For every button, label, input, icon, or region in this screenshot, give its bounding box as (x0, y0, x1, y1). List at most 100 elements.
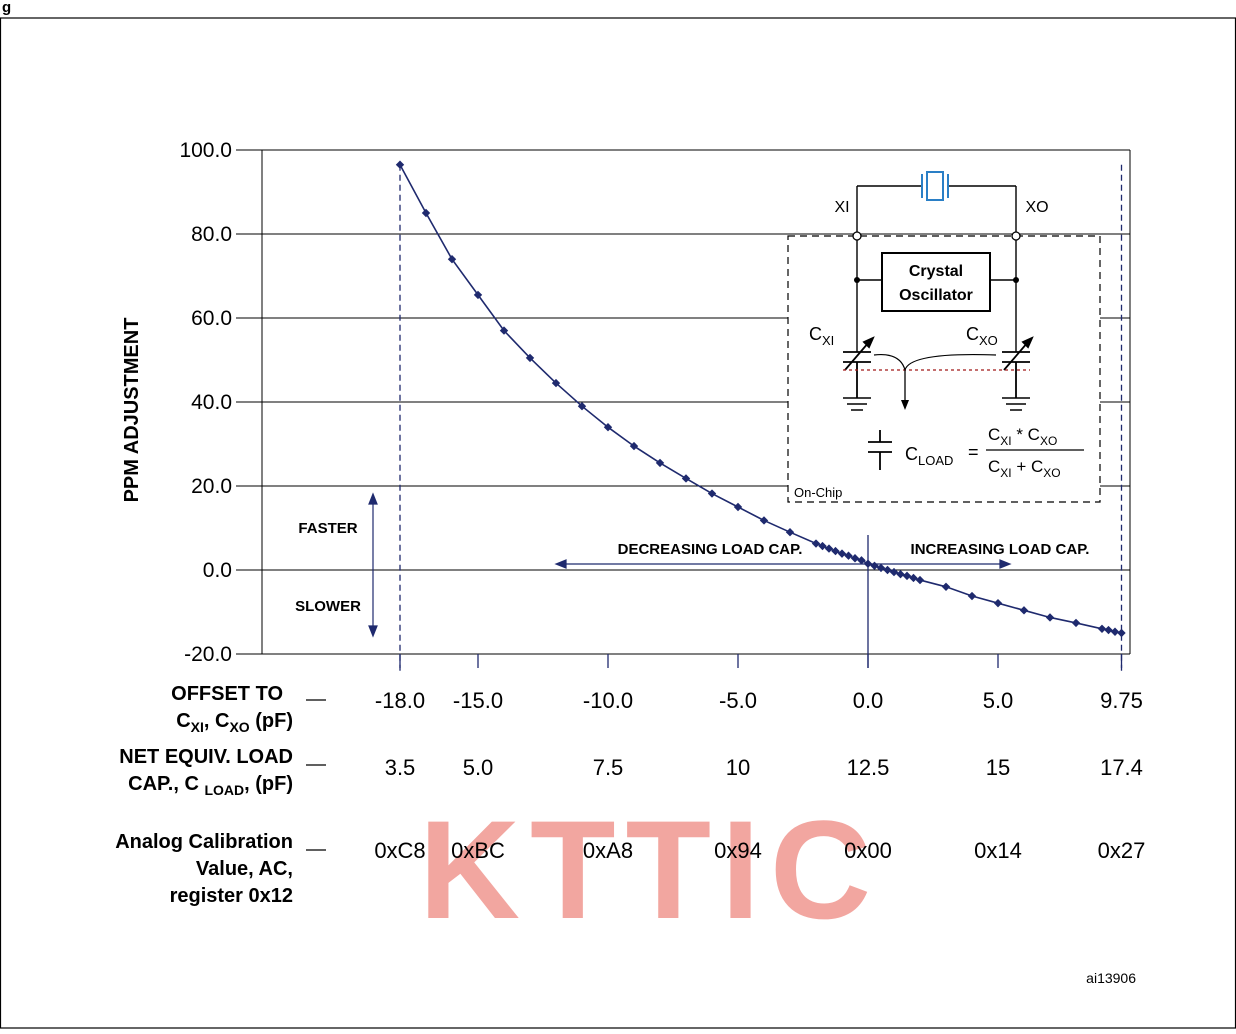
y-tick-label: 0.0 (203, 559, 232, 582)
data-point (603, 423, 613, 432)
data-point (915, 575, 925, 585)
table-value: 0x00 (844, 838, 892, 863)
data-point (577, 402, 587, 411)
data-point (551, 378, 561, 388)
data-point (967, 591, 977, 601)
data-point (1097, 624, 1107, 633)
increasing-load-cap-label: INCREASING LOAD CAP. (911, 541, 1090, 558)
decreasing-load-cap-label: DECREASING LOAD CAP. (618, 541, 803, 558)
table-value: -18.0 (375, 688, 425, 713)
down-arrow-icon (901, 370, 909, 410)
crystal-circuit-inset: XI XO Crystal Oscillator (787, 171, 1101, 503)
table-value: 0xC8 (374, 838, 425, 863)
data-point (857, 556, 866, 565)
table-value: 0xA8 (583, 838, 633, 863)
data-point (1117, 628, 1126, 638)
ppm-curve (395, 160, 1126, 638)
data-point (1071, 618, 1081, 628)
y-tick-label: -20.0 (184, 643, 232, 666)
data-point (1110, 627, 1120, 636)
ground-icon-right (1002, 397, 1030, 411)
data-point (473, 290, 483, 300)
data-point (759, 516, 769, 525)
data-point (883, 565, 892, 575)
figure-title-fragment: g (2, 0, 11, 16)
xo-label: XO (1025, 199, 1048, 216)
data-point (811, 539, 821, 548)
table-value: 15 (986, 755, 1010, 780)
data-point (876, 563, 886, 573)
cxi-label: CXI (809, 324, 834, 348)
cload-label: CLOAD (905, 444, 953, 468)
svg-text:Value, AC,: Value, AC, (196, 858, 293, 880)
data-point (831, 546, 840, 556)
data-point (909, 573, 918, 583)
data-point (863, 559, 873, 568)
data-point (993, 598, 1003, 608)
data-point (824, 544, 834, 553)
data-point (818, 541, 827, 551)
net-load-cap-row-label: NET EQUIV. LOAD CAP., C LOAD, (pF) (119, 746, 293, 798)
crystal-icon (856, 171, 1017, 232)
data-point (785, 528, 795, 537)
slower-label: SLOWER (295, 598, 361, 615)
table-value: 0xBC (451, 838, 505, 863)
watermark: KTTIC (419, 791, 881, 948)
data-point (733, 502, 743, 512)
table-value: 10 (726, 755, 750, 780)
table-value: 5.0 (463, 755, 494, 780)
table-values: -18.0 -15.0 -10.0 -5.0 0.0 5.0 9.75 3.5 5.0 7.5 10… (374, 688, 1145, 863)
figure-id: ai13906 (1086, 970, 1136, 986)
xi-label: XI (834, 199, 849, 216)
crystal-oscillator-box (881, 252, 991, 312)
cxo-capacitor-icon (1002, 336, 1034, 398)
cxi-capacitor-icon (843, 336, 875, 398)
load-cap-arrow (554, 559, 1012, 569)
formula-denominator: CXI + CXO (988, 457, 1061, 480)
svg-text:NET EQUIV. LOAD: NET EQUIV. LOAD (119, 746, 293, 768)
data-point (447, 255, 457, 264)
table-value: 5.0 (983, 688, 1014, 713)
data-point (681, 474, 691, 483)
cxo-label: CXO (966, 324, 998, 348)
svg-text:CAP., C LOAD, (pF): CAP., C LOAD, (pF) (128, 773, 293, 798)
table-value: 0x14 (974, 838, 1022, 863)
table-value: -15.0 (453, 688, 503, 713)
data-point (655, 458, 665, 468)
y-tick-label: 80.0 (191, 223, 232, 246)
data-point (941, 582, 951, 591)
data-point (889, 567, 899, 577)
offset-row-label: OFFSET TO CXI, CXO (pF) (171, 683, 293, 735)
y-tick-label: 60.0 (191, 307, 232, 330)
ground-icon-left (843, 397, 871, 411)
merge-arrow (873, 353, 997, 373)
oscillator-label-line2: Oscillator (899, 287, 973, 304)
y-axis-title: PPM ADJUSTMENT (121, 318, 143, 503)
data-point (629, 441, 639, 451)
table-value: 7.5 (593, 755, 624, 780)
table-value: 0x94 (714, 838, 762, 863)
faster-slower-arrow (368, 492, 378, 638)
table-value: -5.0 (719, 688, 757, 713)
svg-text:CXI, CXO (pF): CXI, CXO (pF) (176, 710, 293, 735)
equals-sign: = (968, 442, 979, 462)
data-point (421, 208, 431, 218)
data-point (844, 551, 853, 560)
data-point (1045, 613, 1055, 622)
oscillator-label-line1: Crystal (909, 263, 963, 280)
table-value: 3.5 (385, 755, 416, 780)
table-value: -10.0 (583, 688, 633, 713)
table-value: 0.0 (853, 688, 884, 713)
svg-text:OFFSET TO: OFFSET TO (171, 683, 283, 705)
xo-pin (1011, 231, 1021, 241)
faster-label: FASTER (298, 520, 357, 537)
data-point (896, 570, 905, 579)
table-value: 0x27 (1098, 838, 1146, 863)
data-point (850, 554, 860, 563)
analog-calibration-row-label: Analog Calibration Value, AC, register 0… (115, 831, 293, 907)
cload-capacitor-icon (868, 430, 892, 470)
row-dashes (306, 699, 326, 851)
data-point (837, 549, 847, 558)
